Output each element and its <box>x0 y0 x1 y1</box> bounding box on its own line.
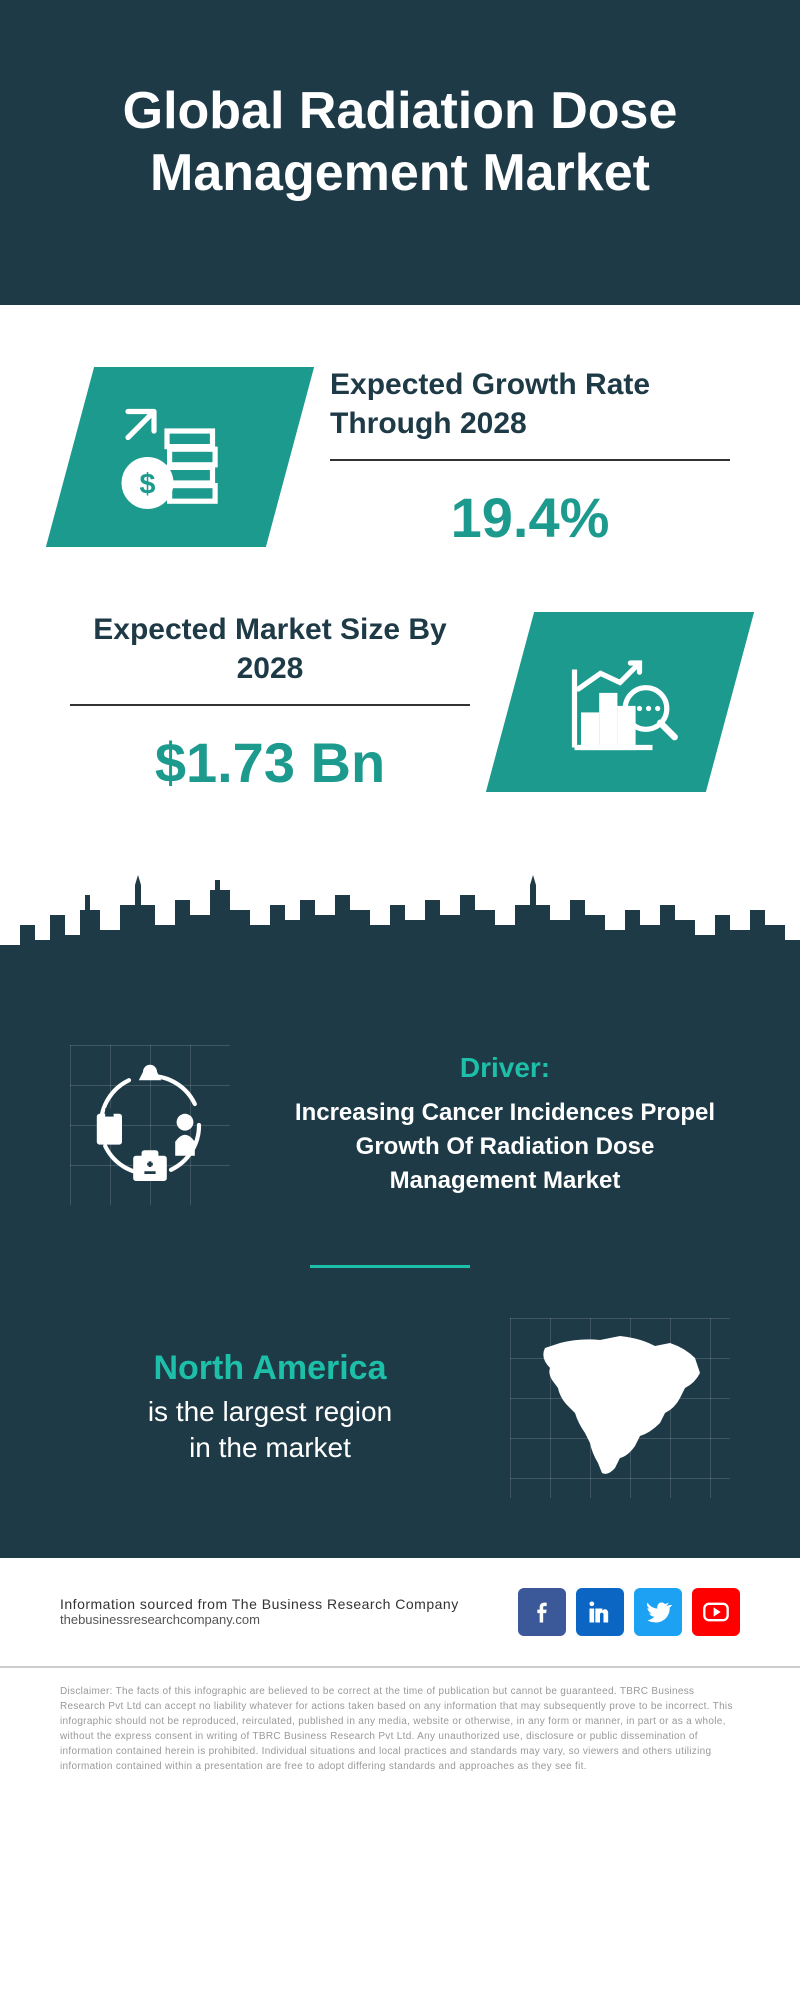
chart-analysis-icon <box>555 637 685 767</box>
driver-row: Driver: Increasing Cancer Incidences Pro… <box>70 1045 730 1205</box>
divider <box>330 459 730 461</box>
social-icons <box>518 1588 740 1636</box>
header: Global Radiation Dose Management Market <box>0 0 800 305</box>
disclaimer: Disclaimer: The facts of this infographi… <box>0 1667 800 1814</box>
growth-stat-block: Expected Growth Rate Through 2028 19.4% <box>330 365 730 550</box>
growth-stat-value: 19.4% <box>330 485 730 550</box>
footer-text-block: Information sourced from The Business Re… <box>60 1596 459 1627</box>
footer-source: thebusinessresearchcompany.com <box>60 1612 459 1627</box>
stat-market-size: Expected Market Size By 2028 $1.73 Bn <box>0 580 800 855</box>
driver-title: Driver: <box>280 1052 730 1084</box>
driver-text: Driver: Increasing Cancer Incidences Pro… <box>280 1052 730 1197</box>
north-america-map-icon <box>510 1318 730 1498</box>
growth-stat-label: Expected Growth Rate Through 2028 <box>330 365 730 443</box>
region-row: North America is the largest region in t… <box>70 1318 730 1498</box>
driver-description: Increasing Cancer Incidences Propel Grow… <box>280 1096 730 1197</box>
region-name: North America <box>70 1349 470 1388</box>
linkedin-icon[interactable] <box>576 1588 624 1636</box>
footer-info-line: Information sourced from The Business Re… <box>60 1596 459 1612</box>
region-description-line2: in the market <box>70 1430 470 1466</box>
facebook-icon[interactable] <box>518 1588 566 1636</box>
growth-icon-container: $ <box>46 367 314 547</box>
section-divider <box>310 1265 470 1268</box>
divider <box>70 704 470 706</box>
region-text: North America is the largest region in t… <box>70 1349 470 1467</box>
dark-content-section: Driver: Increasing Cancer Incidences Pro… <box>0 995 800 1558</box>
svg-text:$: $ <box>140 469 156 501</box>
stat-growth-rate: $ Expected Growth Rate Through 2028 19.4… <box>0 305 800 580</box>
page-title: Global Radiation Dose Management Market <box>40 80 760 205</box>
footer: Information sourced from The Business Re… <box>0 1558 800 1667</box>
market-stat-label: Expected Market Size By 2028 <box>70 610 470 688</box>
market-icon-container <box>486 612 754 792</box>
money-growth-icon: $ <box>115 392 245 522</box>
market-stat-block: Expected Market Size By 2028 $1.73 Bn <box>70 610 470 795</box>
region-description-line1: is the largest region <box>70 1394 470 1430</box>
youtube-icon[interactable] <box>692 1588 740 1636</box>
twitter-icon[interactable] <box>634 1588 682 1636</box>
skyline-silhouette <box>0 855 800 995</box>
healthcare-cycle-icon <box>70 1045 230 1205</box>
market-stat-value: $1.73 Bn <box>70 730 470 795</box>
